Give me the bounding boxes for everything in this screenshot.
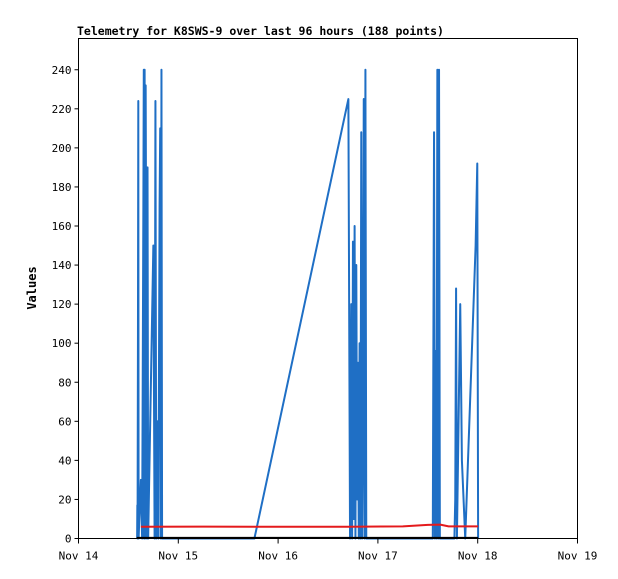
x-tick-label: Nov 15 (158, 550, 198, 563)
y-tick-label: 200 (52, 142, 72, 155)
series-layer (136, 68, 480, 540)
x-tick-label: Nov 16 (258, 550, 298, 563)
y-tick-label: 240 (52, 64, 72, 77)
axis-layer: 0 20 40 60 80 100 120 140 160 180 200 220 240 Nov 14 N… (52, 64, 598, 563)
y-tick-label: 80 (58, 376, 71, 389)
series-line-1 (136, 68, 480, 540)
plot-frame (78, 38, 578, 539)
y-tick-label: 160 (52, 220, 72, 233)
x-tick-label: Nov 18 (458, 550, 498, 563)
y-tick-label: 180 (52, 181, 72, 194)
y-tick-label: 40 (58, 454, 71, 467)
x-tick-label: Nov 14 (59, 550, 99, 563)
chart-title: Telemetry for K8SWS-9 over last 96 hours… (77, 24, 444, 38)
y-tick-label: 140 (52, 259, 72, 272)
y-tick-label: 120 (52, 298, 72, 311)
y-axis-label: Values (25, 266, 39, 309)
series-line-2 (140, 523, 479, 528)
x-tick-label: Nov 17 (358, 550, 398, 563)
y-tick-label: 220 (52, 103, 72, 116)
y-tick-label: 60 (58, 415, 71, 428)
y-tick-label: 20 (58, 493, 71, 506)
y-tick-label: 0 (65, 533, 72, 546)
y-tick-label: 100 (52, 337, 72, 350)
x-tick-label: Nov 19 (558, 550, 598, 563)
